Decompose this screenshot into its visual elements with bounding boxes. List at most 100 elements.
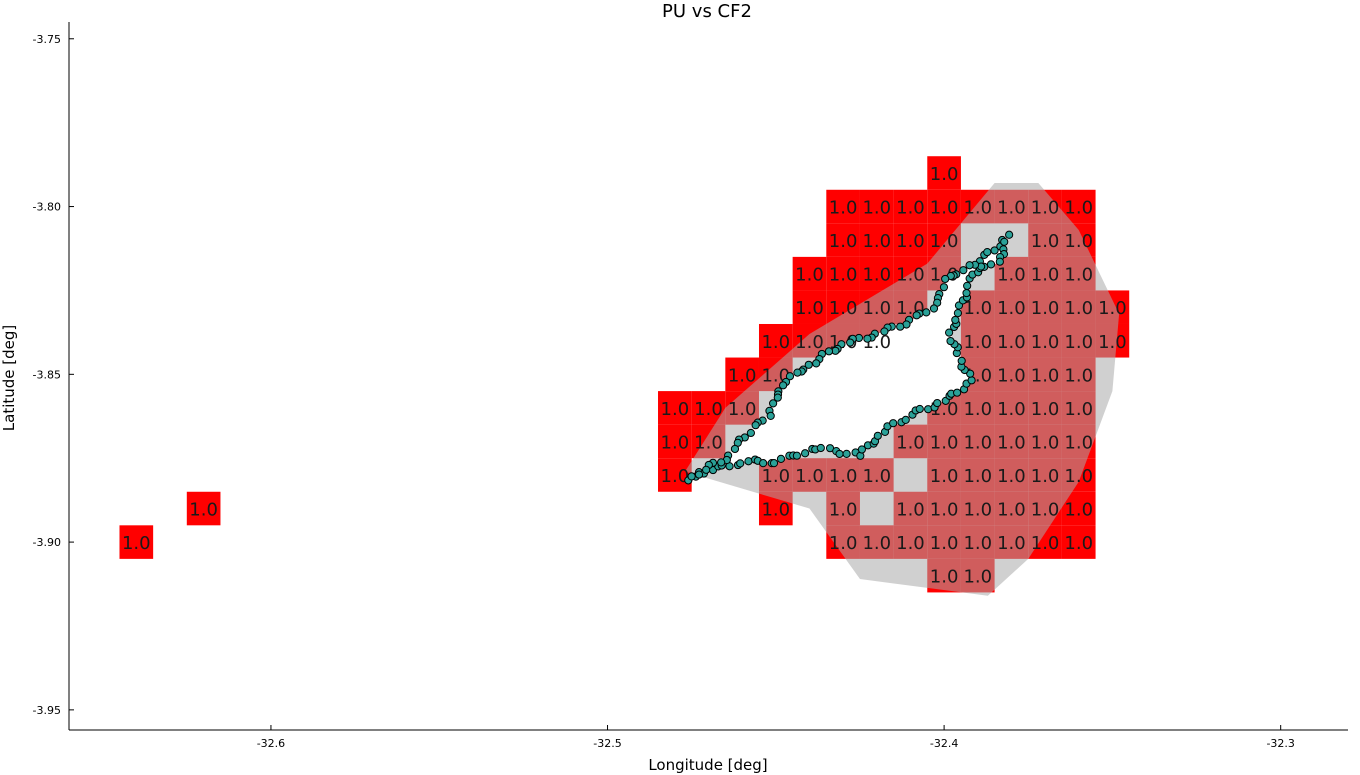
cell-value-label: 1.0 xyxy=(896,231,925,252)
cell-value-label: 1.0 xyxy=(862,298,891,319)
track-point xyxy=(901,415,910,424)
cell-value-label: 1.0 xyxy=(896,500,925,521)
cell-value-label: 1.0 xyxy=(862,198,891,219)
cell-value-label: 1.0 xyxy=(1064,265,1093,286)
cell-value-label: 1.0 xyxy=(661,399,690,420)
track-point xyxy=(769,399,778,408)
track-point xyxy=(776,454,786,464)
track-point xyxy=(736,459,745,468)
x-tick-label: -32.4 xyxy=(930,737,958,750)
cell-value-label: 1.0 xyxy=(661,466,690,487)
cell-value-label: 1.0 xyxy=(997,332,1026,353)
y-tick-label: -3.80 xyxy=(33,201,61,214)
cell-value-label: 1.0 xyxy=(694,399,723,420)
cell-value-label: 1.0 xyxy=(963,466,992,487)
track-point xyxy=(946,336,955,346)
cell-value-label: 1.0 xyxy=(862,231,891,252)
cell-value-label: 1.0 xyxy=(963,198,992,219)
track-point xyxy=(816,443,825,453)
track-point xyxy=(835,449,844,459)
cell-value-label: 1.0 xyxy=(997,533,1026,554)
cell-value-label: 1.0 xyxy=(1031,198,1060,219)
cell-value-label: 1.0 xyxy=(997,399,1026,420)
heatmap-cell xyxy=(186,491,221,526)
axes: -32.6 -32.5 -32.4 -32.3 -3.75 -3.80 -3.85 -3.9… xyxy=(33,22,1348,750)
cell-value-label: 1.0 xyxy=(795,265,824,286)
cell-value-label: 1.0 xyxy=(963,432,992,453)
cell-value-label: 1.0 xyxy=(122,533,151,554)
track-point xyxy=(759,459,768,468)
cell-value-label: 1.0 xyxy=(1098,298,1127,319)
heatmap-cell xyxy=(893,189,928,224)
track-point xyxy=(962,288,971,298)
cell-value-label: 1.0 xyxy=(829,198,858,219)
track-point xyxy=(694,470,704,479)
cell-value-label: 1.0 xyxy=(728,399,757,420)
cell-value-label: 1.0 xyxy=(1064,399,1093,420)
cell-value-label: 1.0 xyxy=(997,466,1026,487)
coastline-track xyxy=(684,230,1014,485)
cell-value-label: 1.0 xyxy=(1064,466,1093,487)
cell-value-label: 1.0 xyxy=(862,265,891,286)
track-point xyxy=(951,315,960,325)
cell-value-label: 1.0 xyxy=(963,533,992,554)
cell-value-label: 1.0 xyxy=(1031,533,1060,554)
cell-value-label: 1.0 xyxy=(862,466,891,487)
track-point xyxy=(824,347,834,356)
cell-value-label: 1.0 xyxy=(189,500,218,521)
cell-value-label: 1.0 xyxy=(997,298,1026,319)
track-point xyxy=(873,431,882,440)
heatmap-cell xyxy=(893,223,928,257)
cell-value-label: 1.0 xyxy=(930,567,959,588)
cell-value-label: 1.0 xyxy=(930,231,959,252)
track-point xyxy=(1000,237,1009,246)
cell-value-label: 1.0 xyxy=(896,198,925,219)
heatmap-cell xyxy=(859,256,894,291)
cell-value-label: 1.0 xyxy=(896,265,925,286)
cell-value-label: 1.0 xyxy=(997,500,1026,521)
cell-value-label: 1.0 xyxy=(829,265,858,286)
cell-value-label: 1.0 xyxy=(1031,432,1060,453)
cell-value-label: 1.0 xyxy=(930,164,959,185)
cell-value-label: 1.0 xyxy=(1031,365,1060,386)
cell-value-label: 1.0 xyxy=(963,567,992,588)
track-point xyxy=(990,246,999,255)
cell-value-label: 1.0 xyxy=(829,500,858,521)
track-point xyxy=(953,388,962,397)
track-point xyxy=(880,327,889,336)
track-point xyxy=(766,411,775,420)
cell-value-label: 1.0 xyxy=(829,533,858,554)
track-point xyxy=(959,266,968,275)
cell-value-label: 1.0 xyxy=(829,466,858,487)
track-point xyxy=(857,445,866,454)
track-point xyxy=(953,309,963,318)
y-tick-label: -3.85 xyxy=(33,368,61,381)
cell-value-label: 1.0 xyxy=(1031,466,1060,487)
track-point xyxy=(793,368,802,377)
cell-value-label: 1.0 xyxy=(1064,365,1093,386)
cell-value-label: 1.0 xyxy=(930,500,959,521)
cell-value-label: 1.0 xyxy=(661,432,690,453)
cell-value-label: 1.0 xyxy=(728,365,757,386)
track-point xyxy=(702,465,711,474)
cell-value-label: 1.0 xyxy=(1031,332,1060,353)
cell-value-label: 1.0 xyxy=(795,332,824,353)
cell-value-label: 1.0 xyxy=(930,466,959,487)
track-point xyxy=(717,458,726,467)
track-point xyxy=(746,428,755,438)
cell-value-label: 1.0 xyxy=(829,298,858,319)
track-point xyxy=(957,356,966,365)
track-point xyxy=(933,398,942,408)
track-point xyxy=(792,451,802,460)
track-point xyxy=(965,261,974,270)
track-point xyxy=(941,274,950,284)
x-tick-label: -32.6 xyxy=(257,737,285,750)
cell-value-label: 1.0 xyxy=(1064,533,1093,554)
heatmap-cell xyxy=(792,290,827,324)
cell-value-label: 1.0 xyxy=(963,298,992,319)
track-point xyxy=(846,338,855,347)
cell-value-label: 1.0 xyxy=(829,231,858,252)
cell-value-label: 1.0 xyxy=(1064,500,1093,521)
x-axis-label: Longitude [deg] xyxy=(648,756,767,774)
cell-value-label: 1.0 xyxy=(862,533,891,554)
